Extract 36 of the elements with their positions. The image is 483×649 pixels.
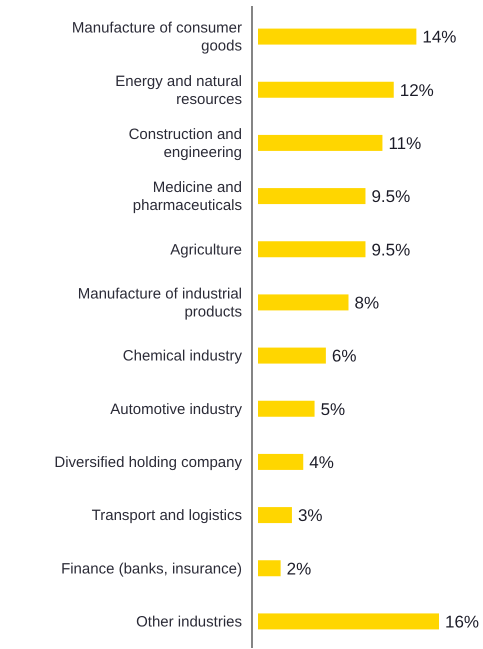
data-label: 9.5% xyxy=(371,187,410,206)
data-label: 12% xyxy=(400,80,434,100)
bar xyxy=(258,82,394,98)
bar xyxy=(258,507,292,524)
y-tick-label: Diversified holding company xyxy=(54,454,242,471)
y-tick-label: Chemical industry xyxy=(122,348,242,365)
y-tick-label: Agriculture xyxy=(170,241,242,258)
bar xyxy=(258,188,366,204)
y-tick-label: Transport and logistics xyxy=(92,507,242,524)
bar xyxy=(258,294,348,310)
data-label: 4% xyxy=(309,452,334,472)
data-label: 3% xyxy=(298,506,323,526)
data-label: 2% xyxy=(286,559,312,578)
y-tick-label: Manufacture of industrial products xyxy=(78,285,242,320)
bar xyxy=(258,560,281,576)
bar xyxy=(258,454,304,470)
y-tick-label: Automotive industry xyxy=(110,400,242,418)
data-label: 9.5% xyxy=(371,240,410,260)
data-label: 5% xyxy=(320,400,346,419)
data-label: 11% xyxy=(388,134,422,153)
y-tick-label: Other industries xyxy=(136,613,242,630)
bar xyxy=(258,28,416,45)
y-tick-label: Construction and engineering xyxy=(128,126,242,161)
bar xyxy=(258,241,366,258)
bar xyxy=(258,348,326,364)
bar xyxy=(258,400,315,417)
y-tick-label: Finance (banks, insurance) xyxy=(61,560,242,578)
bar xyxy=(258,613,439,630)
data-label: 6% xyxy=(332,346,356,366)
y-tick-label: Energy and natural resources xyxy=(115,72,242,108)
data-label: 16% xyxy=(445,612,480,632)
bar xyxy=(258,134,382,151)
data-label: 14% xyxy=(422,28,456,47)
y-tick-label: Medicine and pharmaceuticals xyxy=(132,179,242,214)
y-tick-label: Manufacture of consumer goods xyxy=(72,20,242,55)
data-label: 8% xyxy=(354,293,380,312)
